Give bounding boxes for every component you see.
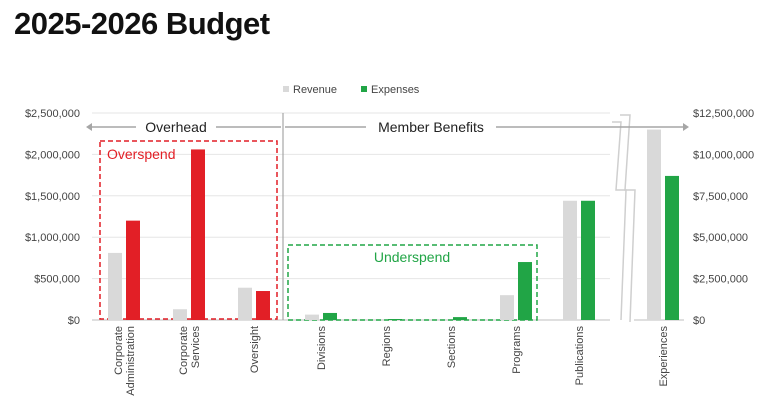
legend-label-expenses: Expenses — [371, 84, 420, 96]
bar-revenue-publications — [563, 200, 577, 320]
bar-expenses-experiences — [665, 175, 679, 320]
bar-expenses-corporate-services — [191, 149, 205, 320]
group-label-overhead: Overhead — [145, 119, 206, 135]
category-label-divisions: Divisions — [316, 326, 328, 371]
bar-expenses-sections — [453, 317, 467, 320]
bar-expenses-publications — [581, 200, 595, 320]
left-axis-tick-label: $1,500,000 — [25, 191, 80, 203]
overhead-arrowhead — [86, 123, 92, 131]
overspend-box — [99, 140, 278, 320]
legend-label-revenue: Revenue — [293, 84, 337, 96]
right-axis-tick-label: $10,000,000 — [693, 149, 754, 161]
right-axis-tick-label: $2,500,000 — [693, 274, 748, 286]
bar-expenses-corporate-administration — [126, 220, 140, 320]
left-axis-tick-label: $500,000 — [34, 274, 80, 286]
category-label-line: Regions — [381, 326, 393, 367]
left-axis-tick-label: $1,000,000 — [25, 232, 80, 244]
left-axis-tick-label: $2,500,000 — [25, 108, 80, 120]
category-label-sections: Sections — [446, 326, 458, 369]
bar-revenue-corporate-administration — [108, 252, 122, 320]
category-label-line: Administration — [125, 326, 137, 396]
underspend-box — [287, 244, 538, 321]
category-label-oversight: Oversight — [249, 326, 261, 373]
category-label-corporate-services: CorporateServices — [178, 326, 202, 375]
right-axis-tick-label: $5,000,000 — [693, 232, 748, 244]
page-title: 2025-2026 Budget — [14, 6, 270, 41]
right-axis-tick-label: $12,500,000 — [693, 108, 754, 120]
bar-expenses-programs — [518, 262, 532, 320]
category-label-corporate-administration: CorporateAdministration — [113, 326, 137, 396]
category-label-line: Corporate — [178, 326, 190, 375]
bar-revenue-experiences — [647, 129, 661, 320]
right-axis-tick-label: $0 — [693, 315, 705, 327]
category-label-line: Divisions — [316, 326, 328, 371]
category-label-line: Sections — [446, 326, 458, 369]
overspend-label: Overspend — [107, 146, 175, 162]
left-axis-tick-label: $0 — [68, 315, 80, 327]
category-label-regions: Regions — [381, 326, 393, 367]
underspend-label: Underspend — [374, 249, 450, 265]
bar-expenses-oversight — [256, 291, 270, 320]
group-label-member-benefits: Member Benefits — [378, 119, 484, 135]
bar-revenue-corporate-services — [173, 309, 187, 320]
category-label-line: Programs — [511, 326, 523, 374]
category-label-line: Corporate — [113, 326, 125, 375]
axis-break-mark-right — [620, 114, 636, 323]
legend-swatch-expenses — [361, 86, 367, 92]
bar-revenue-programs — [500, 295, 514, 320]
bar-expenses-regions — [388, 319, 402, 320]
category-label-line: Experiences — [658, 326, 670, 387]
bar-revenue-oversight — [238, 287, 252, 320]
category-label-programs: Programs — [511, 326, 523, 374]
right-axis-tick-label: $7,500,000 — [693, 191, 748, 203]
legend-swatch-revenue — [283, 86, 289, 92]
category-label-line: Oversight — [249, 326, 261, 373]
category-label-line: Services — [190, 326, 202, 369]
axis-break-mark-left — [612, 121, 627, 321]
bar-revenue-divisions — [305, 314, 319, 320]
bar-expenses-divisions — [323, 312, 337, 320]
left-axis-tick-label: $2,000,000 — [25, 149, 80, 161]
category-label-line: Publications — [574, 326, 586, 386]
category-label-publications: Publications — [574, 326, 586, 386]
category-label-experiences: Experiences — [658, 326, 670, 387]
benefits-arrowhead — [683, 123, 689, 131]
